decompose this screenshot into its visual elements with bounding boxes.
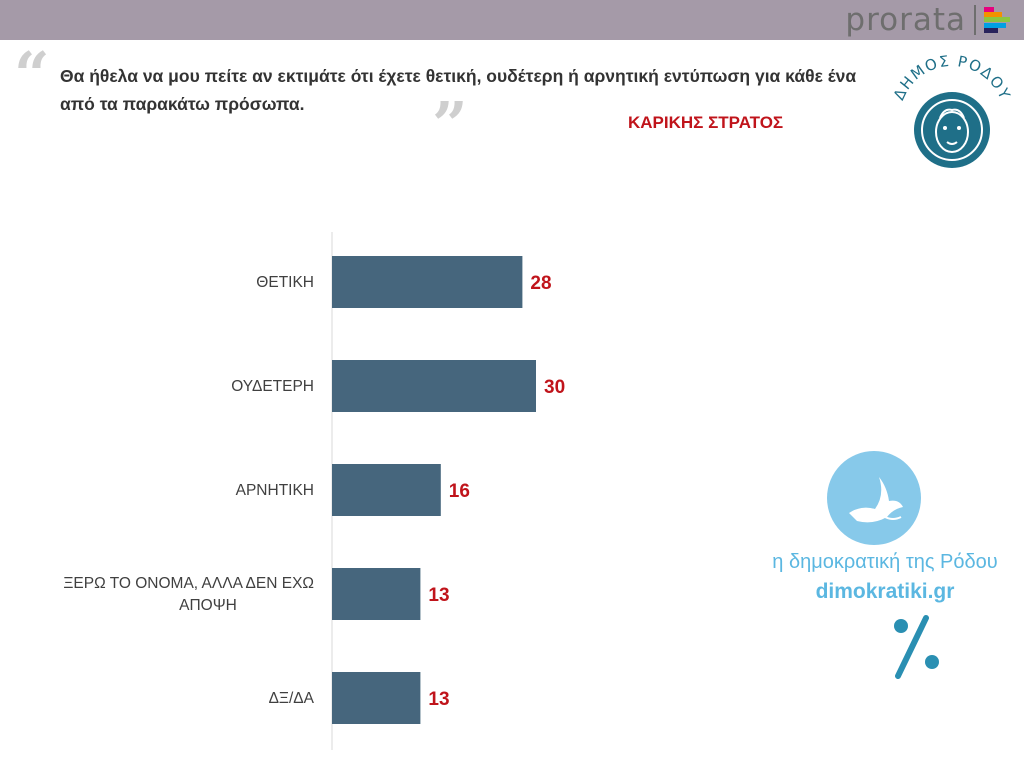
top-bar: prorata <box>0 0 1024 40</box>
percent-icon <box>894 615 939 679</box>
brand-stripe <box>984 27 998 33</box>
category-label: ΘΕΤΙΚΗ <box>256 274 314 291</box>
bar-value-label: 30 <box>544 377 565 398</box>
category-label: ΟΥΔΕΤΕΡΗ <box>231 378 314 395</box>
brand-stripe <box>984 22 1006 28</box>
person-name: ΚΑΡΙΚΗΣ ΣΤΡΑΤΟΣ <box>628 113 784 132</box>
brand-stripe <box>984 7 994 12</box>
survey-question: Θα ήθελα να μου πείτε αν εκτιμάτε ότι έχ… <box>60 66 857 114</box>
brand-name: prorata <box>845 1 966 38</box>
brand-bars-icon <box>984 7 1012 33</box>
bar-value-label: 13 <box>428 585 449 606</box>
close-quote-icon: ” <box>432 88 468 161</box>
bar-value-label: 13 <box>428 689 449 710</box>
category-label: ΑΡΝΗΤΙΚΗ <box>236 482 314 499</box>
bar-value-label: 16 <box>449 481 470 502</box>
watermark-url: dimokratiki.gr <box>815 580 955 603</box>
bar-value-label: 28 <box>530 273 551 294</box>
bar <box>332 672 421 724</box>
helios-head-icon <box>914 92 990 168</box>
dimos-rodou-logo: ΔΗΜΟΣ ΡΟΔΟΥ <box>890 54 1013 168</box>
brand-stripe <box>984 17 1010 23</box>
watermark-title: η δημοκρατική της Ρόδου <box>772 551 998 573</box>
category-label: ΔΞ/ΔΑ <box>269 690 315 707</box>
bar <box>332 568 421 620</box>
category-label: ΞΕΡΩ ΤΟ ΟΝΟΜΑ, ΑΛΛΑ ΔΕΝ ΕΧΩ ΑΠΟΨΗ <box>63 575 314 614</box>
brand-separator <box>974 5 976 35</box>
open-quote-icon: “ <box>14 38 50 111</box>
brand-stripe <box>984 12 1002 18</box>
bar <box>332 360 536 412</box>
bar <box>332 464 441 516</box>
dove-icon <box>827 451 921 545</box>
prorata-logo: prorata <box>845 0 1012 40</box>
bar <box>332 256 523 308</box>
